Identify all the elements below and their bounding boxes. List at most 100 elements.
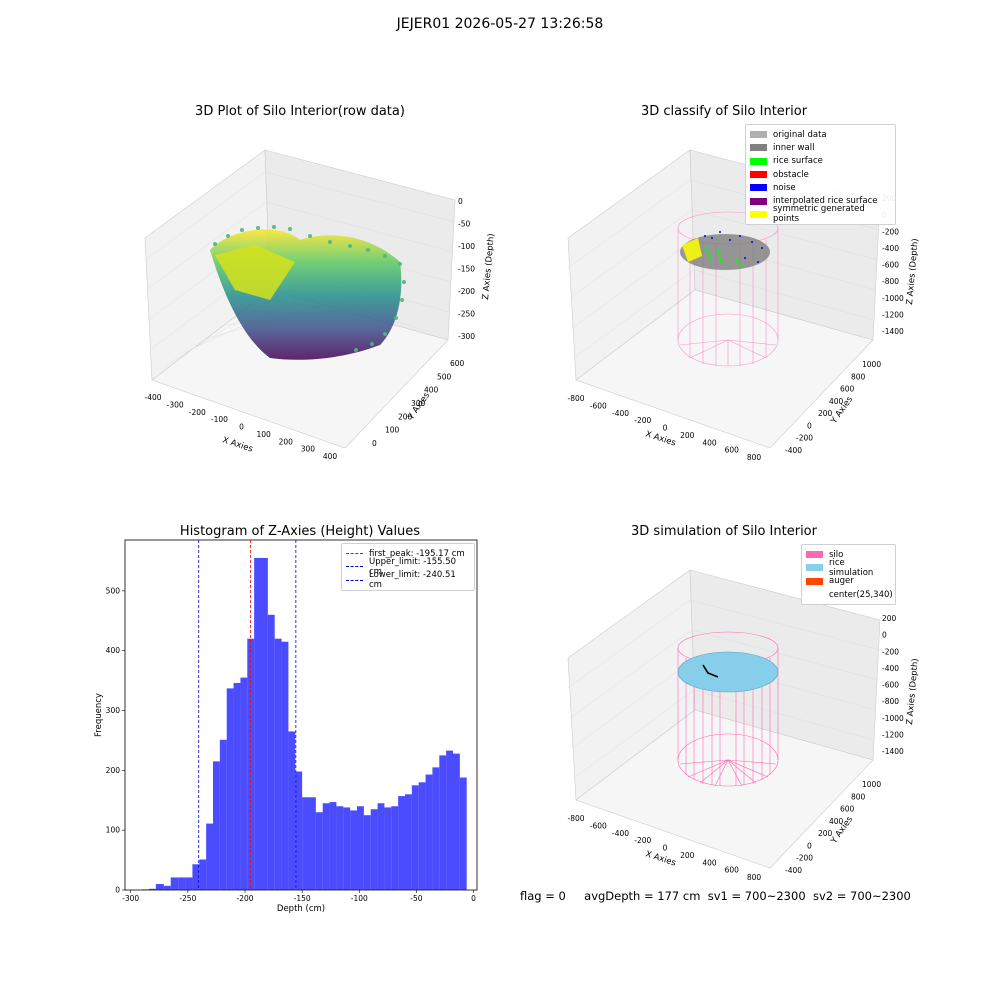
histogram-bar <box>170 877 179 890</box>
histogram-x-tick-label: -50 <box>410 894 422 903</box>
sim-legend-label: auger <box>829 576 854 587</box>
sim-legend-entry: silo <box>806 548 891 561</box>
sim-legend-entry: rice simulation <box>806 558 891 578</box>
histogram-bar <box>357 806 364 890</box>
histogram-bar <box>329 802 337 890</box>
histogram-bar <box>288 731 296 890</box>
histogram-bar <box>261 557 268 890</box>
raw-3d-axes <box>144 149 456 449</box>
sim-y-ticks: -400 -200 0 200 400 600 800 1000 <box>785 780 881 875</box>
histogram-bar <box>322 803 330 890</box>
sim-z-tick-label: -200 <box>882 647 899 656</box>
raw-y-ticks: 0 100 200 300 400 500 600 <box>372 359 465 448</box>
classify-legend-swatch <box>750 197 767 205</box>
histogram-bar <box>254 557 261 890</box>
histogram-x-tick-label: -100 <box>351 894 368 903</box>
classify-x-tick-label: 800 <box>747 453 762 462</box>
classify-symmetric-points <box>682 238 702 262</box>
classify-y-ticks: -400 -200 0 200 400 600 800 1000 <box>785 360 881 455</box>
classify-z-tick-label: -200 <box>882 227 899 236</box>
histogram-bar <box>384 807 392 890</box>
classify-x-tick-label: -200 <box>634 416 651 425</box>
sim-y-tick-label: 0 <box>807 841 812 850</box>
histogram-bar <box>281 641 289 890</box>
histogram-bar <box>233 682 241 890</box>
histogram-bar <box>336 806 344 890</box>
sim-legend-entry: center(25,340) <box>806 588 893 601</box>
classify-x-ticks: -800 -600 -400 -200 0 200 400 600 800 <box>567 394 761 462</box>
classify-y-tick-label: 400 <box>829 397 844 406</box>
classify-legend-entry: interpolated rice surface <box>750 194 891 207</box>
sim-z-tick-label: -1200 <box>882 730 904 739</box>
sim-floor <box>575 709 874 869</box>
histogram-xlabel: Depth (cm) <box>277 904 325 914</box>
histogram-bar <box>370 809 378 890</box>
histogram-y-tick-label: 400 <box>106 646 121 655</box>
histogram-bar <box>391 806 399 890</box>
histogram-bar <box>247 638 255 890</box>
sim-3d-axes <box>567 569 881 869</box>
sim-x-tick-label: -800 <box>567 814 584 823</box>
sv1-text: sv1 = 700~2300 <box>707 889 806 903</box>
histogram-bar <box>163 885 171 890</box>
classify-x-tick-label: 200 <box>680 431 695 440</box>
classify-noise-points <box>704 231 763 263</box>
classify-x-tick-label: -400 <box>612 409 629 418</box>
sim-panel-title: 3D simulation of Silo Interior <box>631 524 817 539</box>
sim-z-tick-label: -1400 <box>882 747 904 756</box>
histogram-bar <box>411 785 419 890</box>
classify-y-tick-label: 200 <box>818 409 833 418</box>
histogram-x-ticks: -300 -250 -200 -150 -100 -50 0 <box>122 890 476 903</box>
classify-legend-swatch <box>750 210 767 218</box>
histogram-bar <box>363 815 371 890</box>
histogram-bar <box>213 761 220 890</box>
raw-y-tick-label: 500 <box>437 372 452 381</box>
histogram-y-tick-label: 300 <box>106 706 121 715</box>
classify-zlabel: Z Axies (Depth) <box>905 238 921 305</box>
raw-y-tick-label: 200 <box>398 412 413 421</box>
sim-z-tick-label: -400 <box>882 664 899 673</box>
sim-legend-label: silo <box>829 549 844 560</box>
histogram-bar <box>274 638 282 890</box>
histogram-x-tick-label: -250 <box>179 894 196 903</box>
classify-z-tick-label: -1000 <box>882 294 904 303</box>
sim-z-tick-label: -600 <box>882 681 899 690</box>
histogram-x-tick-label: -200 <box>236 894 253 903</box>
sim-x-tick-label: 600 <box>725 866 740 875</box>
raw-ylabel: Y Axies <box>406 390 433 422</box>
sim-x-tick-label: -200 <box>634 836 651 845</box>
classify-y-tick-label: -400 <box>785 446 802 455</box>
classify-legend-entry: original data <box>750 128 891 141</box>
raw-x-tick-label: -400 <box>144 393 161 402</box>
histogram-bar <box>343 807 351 890</box>
histogram-y-tick-label: 500 <box>106 586 121 595</box>
histogram-bar <box>149 888 156 890</box>
classify-z-tick-label: -800 <box>882 277 899 286</box>
classify-legend-swatch <box>750 157 767 165</box>
histogram-bar <box>141 889 149 890</box>
histogram-bar <box>155 884 164 890</box>
histogram-bar <box>240 677 248 890</box>
classify-legend-label: inner wall <box>773 142 815 153</box>
classify-3d-axes <box>567 149 881 449</box>
sv2-text: sv2 = 700~2300 <box>812 889 911 903</box>
histogram-bar <box>219 739 227 890</box>
raw-x-tick-label: 100 <box>256 430 271 439</box>
hist-legend-entry: Upper_limit: -155.50 cm <box>346 557 470 577</box>
raw-z-tick-label: -150 <box>458 265 475 274</box>
sim-x-tick-label: 800 <box>747 873 762 882</box>
histogram-bar <box>398 796 405 890</box>
status-footer: flag = 0 avgDepth = 177 cm sv1 = 700~230… <box>520 889 911 903</box>
classify-legend-entry: noise <box>750 181 891 194</box>
classify-y-tick-label: 0 <box>807 421 812 430</box>
sim-auger <box>702 664 719 678</box>
hist-legend-swatch <box>346 566 363 568</box>
raw-y-tick-label: 100 <box>385 426 400 435</box>
classify-x-tick-label: -800 <box>567 394 584 403</box>
classify-legend-label: interpolated rice surface <box>773 196 878 207</box>
classify-x-tick-label: 0 <box>663 424 668 433</box>
histogram-legend: first_peak: -195.17 cm Upper_limit: -155.… <box>341 543 475 591</box>
sim-legend-label: rice simulation <box>829 557 874 578</box>
sim-z-ticks: 200 0 -200 -400 -600 -800 -1000 -1200 -1400 <box>882 614 904 756</box>
histogram-bar <box>206 823 213 890</box>
